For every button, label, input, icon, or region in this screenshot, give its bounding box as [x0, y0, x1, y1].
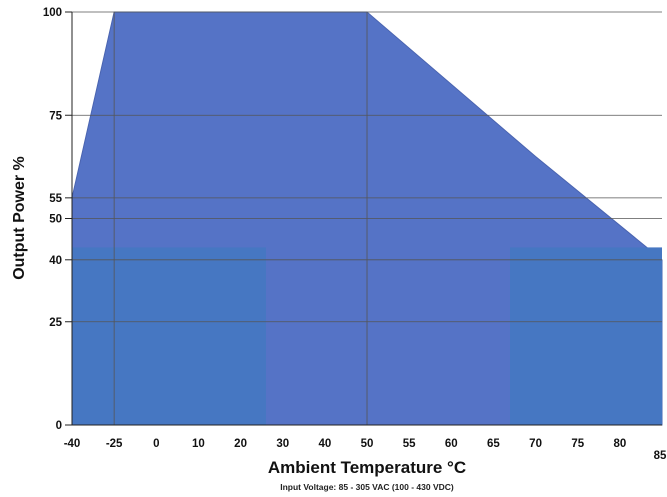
area-lower-band-left	[72, 247, 266, 425]
x-tick-label: 20	[234, 438, 247, 450]
x-tick-label: 30	[276, 438, 289, 450]
y-tick-label: 40	[49, 255, 62, 267]
input-voltage-note: Input Voltage: 85 - 305 VAC (100 - 430 V…	[280, 482, 454, 492]
x-tick-labels: -40 -25 0 10 20 30 40 50 55 60 65 70 75 80 85	[64, 438, 667, 462]
x-tick-label: 65	[487, 438, 500, 450]
x-tick-label: 55	[403, 438, 416, 450]
x-tick-label: 60	[445, 438, 458, 450]
x-tick-label: 85	[654, 450, 667, 462]
y-tick-label: 55	[49, 193, 62, 205]
y-tick-labels: 0 25 40 50 55 75 100	[43, 7, 72, 432]
chart-grid	[72, 11, 662, 425]
y-tick-label: 50	[49, 214, 62, 226]
y-axis-label: Output Power %	[11, 156, 28, 280]
area-lower-band-right	[510, 247, 662, 425]
x-tick-label: -25	[106, 438, 123, 450]
y-tick-label: 25	[49, 317, 62, 329]
y-tick-label: 75	[49, 110, 62, 122]
x-tick-label: 50	[361, 438, 374, 450]
x-tick-label: -40	[64, 438, 81, 450]
x-tick-label: 75	[571, 438, 584, 450]
x-tick-label: 70	[529, 438, 542, 450]
y-tick-label: 0	[56, 420, 62, 432]
x-tick-label: 0	[153, 438, 159, 450]
x-axis-label: Ambient Temperature °C	[268, 458, 466, 477]
x-tick-label: 40	[318, 438, 331, 450]
y-tick-label: 100	[43, 7, 62, 19]
x-tick-label: 80	[613, 438, 626, 450]
x-tick-label: 10	[192, 438, 205, 450]
